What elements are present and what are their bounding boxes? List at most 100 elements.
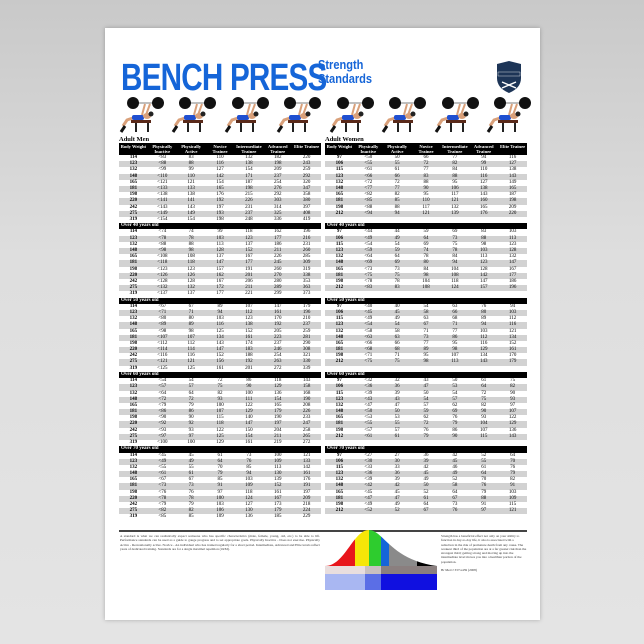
standard-cell: <33	[364, 464, 373, 470]
standard-cell: 147	[479, 278, 488, 284]
standard-cell: 32	[394, 378, 400, 384]
standard-cell: 73	[394, 266, 400, 272]
body-weight-cell: 132	[129, 316, 138, 322]
standard-cell: 118	[187, 260, 195, 266]
standard-cell: 168	[302, 390, 311, 396]
standard-cell: 111	[245, 396, 253, 402]
standard-cell: <72	[158, 396, 167, 402]
standard-cell: <85	[364, 198, 373, 204]
standard-cell: 49	[452, 471, 458, 477]
body-weight-cell: 97	[336, 229, 342, 235]
table-row: 212 <94 94 121 139 176 220	[325, 210, 527, 217]
standard-cell: 113	[274, 464, 282, 470]
standard-cell: 177	[245, 260, 253, 266]
table-row: 114 <74 74 99 118 162 196	[119, 229, 321, 235]
standard-cell: <121	[157, 179, 168, 185]
body-weight-cell: 181	[129, 260, 138, 266]
standard-cell: 156	[216, 359, 224, 365]
table-row: 275 <149 149 193 237 325 408	[119, 210, 321, 217]
standard-cell: 103	[508, 309, 517, 315]
standard-cell: 130	[273, 471, 282, 477]
standard-cell: 179	[273, 508, 282, 514]
standard-cell: <50	[364, 409, 373, 415]
standard-cell: 129	[508, 421, 517, 427]
standard-cell: 86	[188, 409, 194, 415]
standard-cell: 109	[273, 458, 282, 464]
footer-divider	[119, 530, 527, 532]
footer-description: A standard is what we can realistically …	[120, 534, 320, 551]
standard-cell: 132	[508, 254, 517, 260]
body-weight-cell: 165	[335, 415, 344, 421]
standard-cell: <75	[364, 272, 373, 278]
standard-cell: 85	[188, 514, 194, 520]
standard-cell: 64	[481, 471, 487, 477]
table-row: 97 <32 32 43 50 61 75	[325, 378, 527, 384]
table-row: 319 <154 154 198 248 336 419	[119, 217, 321, 223]
standard-cell: 89	[423, 347, 429, 353]
standard-cell: <98	[158, 328, 167, 334]
standard-cell: 98	[423, 272, 429, 278]
column-header: Elite Trainee	[293, 143, 320, 149]
band-mid-health	[365, 574, 381, 590]
standard-cell: 260	[302, 247, 311, 253]
body-weight-cell: 181	[335, 272, 344, 278]
standard-cell: 220	[302, 155, 311, 160]
standard-cell: 79	[510, 471, 516, 477]
standard-cell: <90	[158, 415, 167, 421]
standard-cell: 97	[217, 489, 223, 495]
standard-cell: 185	[273, 514, 282, 520]
standard-cell: 98	[188, 328, 194, 334]
standard-cell: 107	[508, 409, 517, 415]
table-row: 220 <78 78 100 124 167 209	[119, 495, 321, 503]
standard-cell: 74	[423, 247, 429, 253]
standard-cell: 100	[216, 402, 224, 408]
standard-cell: 187	[245, 179, 253, 185]
table-title: Adult Women	[325, 136, 364, 143]
table-row: 114 <45 45 61 73 100 121	[119, 453, 321, 459]
standard-cell: 69	[452, 409, 458, 415]
standard-cell: 64	[423, 235, 429, 241]
standard-cell: 95	[423, 192, 429, 198]
standard-cell: 197	[216, 204, 224, 210]
standard-cell: <27	[364, 452, 373, 458]
body-weight-cell: 115	[335, 464, 344, 470]
standard-cell: <80	[158, 316, 167, 322]
standard-cell: 53	[394, 415, 400, 421]
standard-cell: 50	[423, 483, 429, 489]
column-header: Intermediate Trainee	[442, 143, 468, 155]
standard-cell: 64	[217, 458, 223, 464]
standard-cell: 330	[302, 359, 311, 365]
standard-cell: 104	[422, 278, 430, 284]
standard-cell: 112	[508, 316, 517, 322]
standard-cell: 55	[394, 161, 400, 167]
section-header: Over 60 years old	[119, 371, 321, 379]
table-row: 123 <78 78 103 123 177 216	[119, 235, 321, 242]
standard-cell: 116	[480, 173, 488, 179]
band-mid	[365, 566, 381, 574]
body-weight-cell: 115	[335, 316, 344, 322]
standard-cell: <75	[364, 359, 373, 365]
standard-cell: 77	[452, 328, 458, 334]
standard-cell: <97	[158, 433, 167, 439]
standard-cell: 67	[423, 508, 429, 514]
table-row: 220 <126 126 162 201 270 338	[119, 272, 321, 279]
standard-cell: 121	[422, 210, 430, 216]
table-row: 148 <69 69 80 94 123 147	[325, 260, 527, 267]
standard-cell: 201	[245, 272, 253, 278]
standard-cell: 50	[452, 378, 458, 384]
standard-cell: 108	[422, 285, 430, 291]
table-row: 198 <138 138 176 215 292 358	[119, 192, 321, 198]
standard-cell: 129	[245, 409, 253, 415]
standard-cell: 77	[423, 340, 429, 346]
standard-cell: 94	[394, 210, 400, 216]
standard-cell: 73	[188, 483, 194, 489]
standard-cell: <67	[158, 303, 167, 309]
standard-cell: 139	[451, 210, 459, 216]
column-header: Physically Active	[181, 143, 202, 155]
standard-cell: <39	[364, 477, 373, 483]
standard-cell: 95	[452, 179, 458, 185]
body-weight-cell: 148	[335, 185, 344, 191]
standard-cell: 88	[394, 204, 400, 210]
standard-cell: 109	[508, 495, 517, 501]
standard-cell: <69	[364, 260, 373, 266]
